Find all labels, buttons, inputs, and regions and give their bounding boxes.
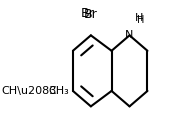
Text: Br: Br <box>84 8 98 21</box>
Text: CH₃: CH₃ <box>49 86 70 96</box>
Text: H: H <box>137 15 145 25</box>
Text: Br: Br <box>81 7 95 20</box>
Text: CH\u2083: CH\u2083 <box>1 86 56 96</box>
Text: H: H <box>135 13 143 23</box>
Text: N: N <box>125 30 134 40</box>
